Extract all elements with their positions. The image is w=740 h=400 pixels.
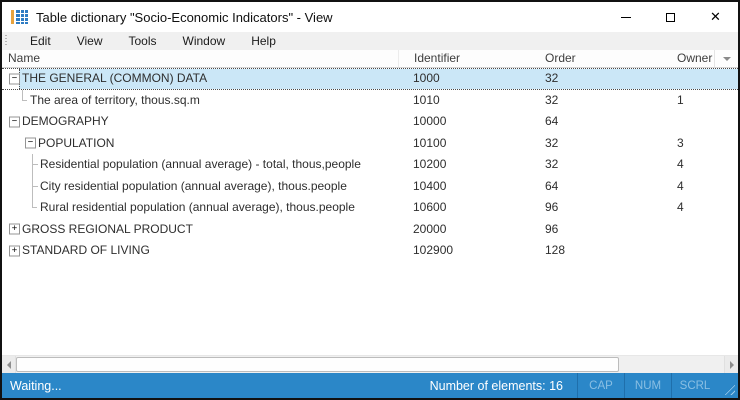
cell-identifier: 1010 bbox=[413, 92, 440, 107]
num-lock-indicator: NUM bbox=[634, 379, 662, 392]
triangle-right-icon bbox=[729, 360, 734, 369]
cell-name: STANDARD OF LIVING + bbox=[2, 240, 398, 262]
status-separator bbox=[624, 373, 625, 398]
cell-name: POPULATION − bbox=[2, 133, 398, 155]
scroll-lock-indicator: SCRL bbox=[679, 379, 711, 392]
column-header-identifier[interactable]: Identifier bbox=[398, 50, 530, 67]
cell-name: GROSS REGIONAL PRODUCT + bbox=[2, 219, 398, 241]
menu-window[interactable]: Window bbox=[182, 34, 226, 48]
column-header-order[interactable]: Order bbox=[545, 51, 576, 65]
caps-lock-indicator: CAP bbox=[589, 379, 613, 392]
cell-identifier: 10100 bbox=[413, 135, 447, 150]
cell-identifier: 10600 bbox=[413, 200, 447, 214]
table-row[interactable]: DEMOGRAPHY − 10000 64 bbox=[2, 111, 738, 133]
minimize-button[interactable] bbox=[603, 2, 648, 32]
table-row[interactable]: City residential population (annual aver… bbox=[2, 175, 738, 197]
cell-order: 32 bbox=[545, 135, 559, 150]
column-filter-button[interactable] bbox=[714, 50, 738, 67]
collapse-icon[interactable]: − bbox=[9, 116, 20, 128]
cell-owner: 4 bbox=[677, 157, 684, 171]
table-row[interactable]: STANDARD OF LIVING + 102900 128 bbox=[2, 240, 738, 262]
table-row[interactable]: Residential population (annual average) … bbox=[2, 154, 738, 176]
elements-count: Number of elements: 16 bbox=[429, 378, 563, 393]
tree-line bbox=[32, 175, 38, 197]
cell-identifier: 10400 bbox=[413, 178, 447, 193]
cell-identifier: 10000 bbox=[413, 114, 447, 128]
collapse-icon[interactable]: − bbox=[9, 73, 20, 85]
cell-name: Rural residential population (annual ave… bbox=[2, 197, 398, 219]
toolbar-grip-icon[interactable] bbox=[5, 35, 7, 47]
window-title: Table dictionary "Socio-Economic Indicat… bbox=[36, 9, 333, 25]
menu-bar: Edit View Tools Window Help bbox=[2, 32, 738, 50]
cell-owner bbox=[662, 111, 738, 133]
cell-owner bbox=[662, 69, 738, 89]
cell-owner bbox=[662, 219, 738, 241]
cell-name: Residential population (annual average) … bbox=[2, 154, 398, 176]
cell-name: THE GENERAL (COMMON) DATA − bbox=[2, 69, 398, 89]
tree-grid: THE GENERAL (COMMON) DATA − 1000 32 The a… bbox=[2, 68, 738, 355]
scroll-left-button[interactable] bbox=[2, 356, 16, 373]
cell-order: 128 bbox=[545, 243, 566, 257]
cell-identifier: 1000 bbox=[413, 71, 440, 85]
close-button[interactable]: ✕ bbox=[693, 2, 738, 32]
cell-owner: 4 bbox=[677, 200, 684, 214]
table-row[interactable]: POPULATION − 10100 32 3 bbox=[2, 133, 738, 155]
table-row[interactable]: THE GENERAL (COMMON) DATA − 1000 32 bbox=[2, 68, 738, 90]
triangle-left-icon bbox=[6, 360, 11, 369]
close-icon: ✕ bbox=[710, 9, 721, 25]
cell-name: The area of territory, thous.sq.m bbox=[2, 89, 398, 112]
chevron-down-icon bbox=[722, 56, 731, 61]
maximize-icon bbox=[666, 12, 675, 22]
menu-help[interactable]: Help bbox=[251, 34, 276, 48]
cell-owner: 1 bbox=[677, 92, 684, 107]
cell-order: 32 bbox=[545, 92, 559, 107]
maximize-button[interactable] bbox=[648, 2, 693, 32]
minimize-icon bbox=[620, 16, 631, 18]
table-row[interactable]: Rural residential population (annual ave… bbox=[2, 197, 738, 219]
menu-tools[interactable]: Tools bbox=[128, 34, 157, 48]
cell-order: 96 bbox=[545, 221, 559, 236]
cell-order: 32 bbox=[545, 71, 559, 85]
cell-order: 64 bbox=[545, 114, 559, 128]
collapse-icon[interactable]: − bbox=[25, 137, 36, 149]
cell-identifier: 20000 bbox=[413, 221, 447, 236]
cell-owner: 4 bbox=[677, 178, 684, 193]
horizontal-scrollbar[interactable] bbox=[2, 355, 738, 373]
expand-icon[interactable]: + bbox=[9, 223, 20, 235]
column-header-name[interactable]: Name bbox=[8, 51, 41, 65]
cell-identifier: 102900 bbox=[413, 243, 454, 257]
column-header-row: Name Identifier Order Owner bbox=[2, 50, 738, 68]
status-bar: Waiting... Number of elements: 16 CAP NU… bbox=[2, 373, 738, 398]
tree-line bbox=[32, 154, 38, 176]
cell-owner bbox=[662, 240, 738, 262]
status-message: Waiting... bbox=[10, 378, 62, 393]
cell-owner: 3 bbox=[677, 135, 684, 150]
title-bar: Table dictionary "Socio-Economic Indicat… bbox=[2, 2, 738, 32]
app-icon bbox=[11, 9, 28, 25]
status-separator bbox=[671, 373, 672, 398]
status-separator bbox=[577, 373, 578, 398]
cell-identifier: 10200 bbox=[413, 157, 447, 171]
table-row[interactable]: GROSS REGIONAL PRODUCT + 20000 96 bbox=[2, 219, 738, 241]
expand-icon[interactable]: + bbox=[9, 245, 20, 257]
menu-view[interactable]: View bbox=[76, 34, 103, 48]
cell-order: 32 bbox=[545, 157, 559, 171]
scroll-right-button[interactable] bbox=[724, 356, 738, 373]
cell-order: 96 bbox=[545, 200, 559, 214]
cell-order: 64 bbox=[545, 178, 559, 193]
menu-edit[interactable]: Edit bbox=[30, 34, 51, 48]
cell-name: City residential population (annual aver… bbox=[2, 175, 398, 197]
resize-grip-icon[interactable] bbox=[718, 373, 738, 398]
tree-line bbox=[32, 197, 37, 208]
column-header-owner[interactable]: Owner bbox=[677, 51, 713, 65]
cell-name: DEMOGRAPHY − bbox=[2, 111, 398, 133]
tree-line bbox=[22, 89, 27, 101]
scrollbar-thumb[interactable] bbox=[16, 357, 619, 372]
table-row[interactable]: The area of territory, thous.sq.m 1010 3… bbox=[2, 89, 738, 112]
